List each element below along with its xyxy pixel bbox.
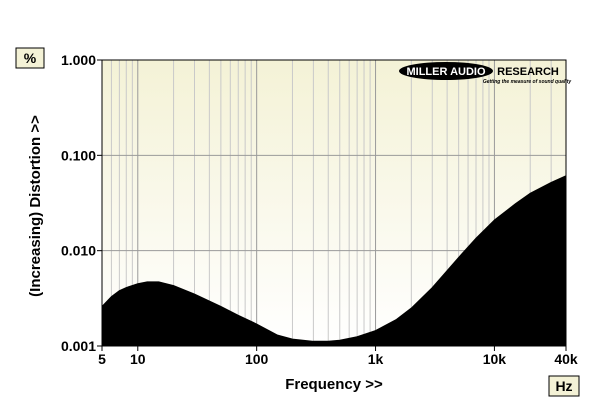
x-tick-label: 1k [368,351,384,367]
brand-logo: MILLER AUDIO RESEARCH Getting the measur… [399,62,571,85]
logo-text-left: MILLER AUDIO [406,66,485,78]
x-axis-title: Frequency >> [285,376,383,393]
y-axis-title: (Increasing) Distortion >> [27,115,44,297]
x-tick-label: 40k [554,351,578,367]
tick-marks [97,59,567,351]
x-unit-box: Hz [548,375,580,397]
x-tick-labels: 5 10 100 1k 10k 40k [98,351,578,367]
y-unit-label: % [24,50,37,66]
x-tick-label: 10 [130,351,146,367]
y-unit-box: % [15,47,45,69]
logo-text-right: RESEARCH [497,66,559,78]
plot-frame [101,59,567,347]
y-tick-label: 1.000 [61,52,96,68]
y-tick-label: 0.010 [61,243,96,259]
x-unit-label: Hz [555,378,572,394]
logo-tagline: Getting the measure of sound quality [483,79,572,85]
x-tick-label: 5 [98,351,106,367]
x-tick-label: 10k [483,351,507,367]
x-tick-label: 100 [245,351,269,367]
y-tick-label: 0.100 [61,147,96,163]
series-area [101,175,567,347]
y-tick-labels: 0.001 0.010 0.100 1.000 [61,52,96,354]
y-tick-label: 0.001 [61,338,96,354]
